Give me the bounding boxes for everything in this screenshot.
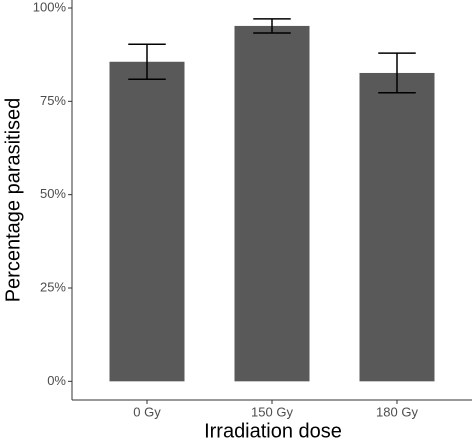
x-axis-title: Irradiation dose bbox=[204, 420, 342, 442]
y-axis-title: Percentage parasitised bbox=[2, 98, 24, 303]
x-tick-label: 180 Gy bbox=[376, 404, 418, 419]
y-tick-label: 0% bbox=[47, 373, 66, 388]
error-bar bbox=[128, 43, 166, 81]
y-tick-label: 75% bbox=[40, 93, 66, 108]
y-tick-label: 50% bbox=[40, 186, 66, 201]
bar bbox=[109, 61, 185, 382]
y-tick-label: 100% bbox=[33, 0, 67, 14]
bar bbox=[234, 25, 310, 382]
y-tick-label: 25% bbox=[40, 279, 66, 294]
x-tick-label: 150 Gy bbox=[251, 404, 293, 419]
error-bar bbox=[253, 18, 291, 34]
error-bar bbox=[378, 52, 416, 94]
x-tick-label: 0 Gy bbox=[133, 404, 161, 419]
bar bbox=[359, 72, 435, 382]
